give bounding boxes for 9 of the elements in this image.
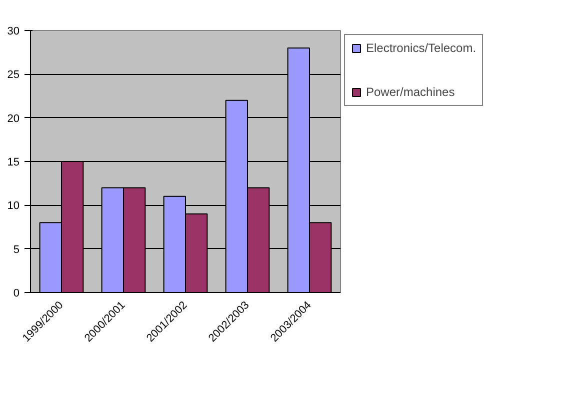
y-tick-label: 30 xyxy=(7,26,20,38)
y-tick-label: 25 xyxy=(7,69,20,82)
legend-label: Electronics/Telecom. xyxy=(366,41,476,55)
legend-label: Power/machines xyxy=(366,85,455,99)
y-tick-label: 5 xyxy=(13,244,20,256)
y-tick-label: 20 xyxy=(7,112,20,125)
y-tick-label: 15 xyxy=(7,156,20,168)
y-tick-label: 0 xyxy=(13,288,20,300)
y-tick-label: 10 xyxy=(7,200,20,212)
